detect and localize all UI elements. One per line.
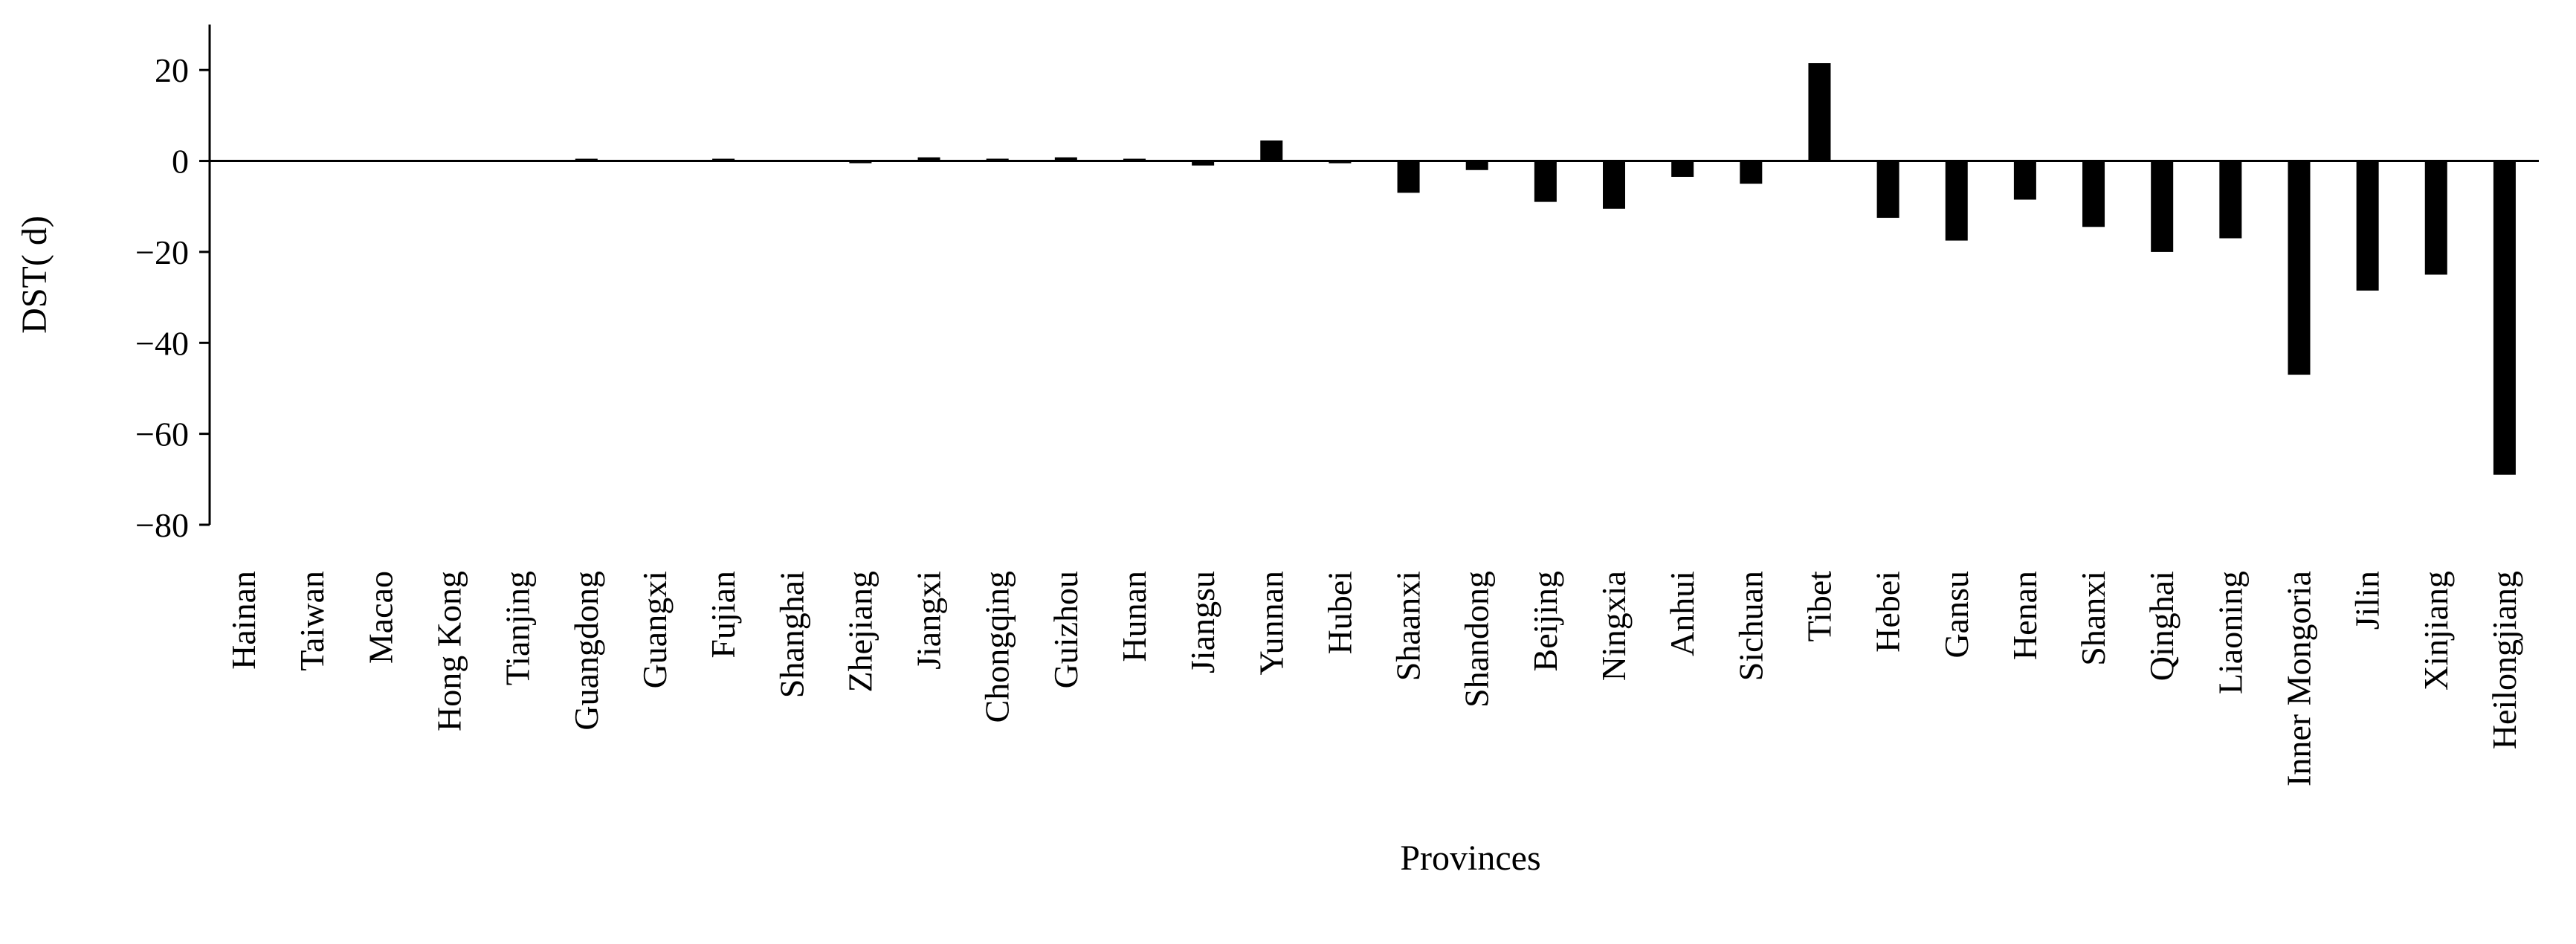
x-tick-label: Shanghai — [772, 571, 810, 698]
x-tick-label: Hebei — [1869, 571, 1907, 653]
bar-jiangxi — [917, 157, 940, 161]
bar-ningxia — [1603, 161, 1626, 209]
x-tick-label: Sichuan — [1731, 571, 1769, 681]
y-tick-label: 20 — [155, 51, 189, 89]
x-tick-label: Hong Kong — [430, 571, 468, 731]
bar-tibet — [1808, 63, 1831, 161]
x-tick-label: Anhui — [1663, 571, 1701, 656]
x-tick-label: Liaoning — [2211, 571, 2249, 694]
x-tick-label: Tianjing — [499, 571, 537, 685]
x-tick-label: Xinjiang — [2417, 571, 2455, 691]
y-tick-label: −40 — [135, 324, 189, 362]
x-tick-label: Shaanxi — [1389, 571, 1427, 681]
x-tick-label: Jiangxi — [910, 571, 948, 670]
bar-chongqing — [986, 158, 1009, 161]
bar-hubei — [1329, 161, 1352, 164]
bar-jilin — [2356, 161, 2379, 291]
x-tick-label: Jiangsu — [1184, 571, 1221, 673]
x-tick-label: Heilongjiang — [2485, 571, 2523, 749]
x-axis-title: Provinces — [1400, 838, 1540, 878]
y-tick-label: −60 — [135, 416, 189, 453]
bar-shanxi — [2082, 161, 2105, 227]
bar-qinghai — [2151, 161, 2174, 252]
x-tick-label: Ningxia — [1595, 571, 1633, 681]
x-tick-label: Guizhou — [1047, 571, 1085, 688]
x-tick-label: Jilin — [2349, 571, 2386, 630]
bar-anhui — [1671, 161, 1694, 177]
x-tick-label: Guangdong — [567, 571, 605, 731]
x-tick-label: Hubei — [1320, 571, 1358, 654]
x-tick-label: Inner Mongoria — [2279, 571, 2317, 786]
x-tick-label: Hainan — [225, 571, 262, 670]
x-tick-label: Fujian — [704, 571, 742, 659]
x-tick-label: Tibet — [1800, 571, 1838, 642]
bar-guizhou — [1054, 157, 1077, 161]
x-tick-label: Zhejiang — [841, 571, 879, 693]
x-tick-label: Shandong — [1458, 571, 1496, 708]
bar-liaoning — [2219, 161, 2242, 239]
bar-inner-mongoria — [2288, 161, 2311, 375]
y-tick-label: 0 — [172, 143, 189, 181]
category-labels: Hainan Taiwan Macao Hong Kong Tianjing Guangd… — [225, 571, 2523, 786]
bar-beijing — [1534, 161, 1557, 202]
y-axis-title: DST( d) — [15, 216, 54, 334]
bar-jiangsu — [1192, 161, 1215, 166]
x-tick-label: Hunan — [1115, 571, 1153, 662]
x-tick-label: Guangxi — [636, 571, 674, 688]
bar-xinjiang — [2424, 161, 2447, 275]
x-tick-label: Yunnan — [1252, 571, 1290, 676]
x-tick-label: Qinghai — [2143, 571, 2180, 681]
x-tick-label: Gansu — [1937, 571, 1975, 659]
bar-gansu — [1945, 161, 1968, 241]
y-axis-ticks: 20 0 −20 −40 −60 −80 — [135, 51, 210, 544]
x-tick-label: Chongqing — [978, 571, 1016, 722]
y-tick-label: −80 — [135, 506, 189, 544]
bars — [575, 63, 2516, 475]
x-tick-label: Taiwan — [293, 571, 331, 671]
x-tick-label: Henan — [2006, 571, 2044, 660]
bar-yunnan — [1260, 140, 1283, 161]
bar-heilongjiang — [2493, 161, 2516, 475]
bar-hebei — [1876, 161, 1899, 219]
bar-henan — [2013, 161, 2036, 200]
bar-shaanxi — [1397, 161, 1420, 193]
x-tick-label: Macao — [361, 571, 399, 664]
y-tick-label: −20 — [135, 233, 189, 271]
x-tick-label: Shanxi — [2074, 571, 2112, 666]
bar-sichuan — [1740, 161, 1763, 184]
x-tick-label: Beijing — [1526, 571, 1564, 671]
bar-shandong — [1465, 161, 1488, 170]
